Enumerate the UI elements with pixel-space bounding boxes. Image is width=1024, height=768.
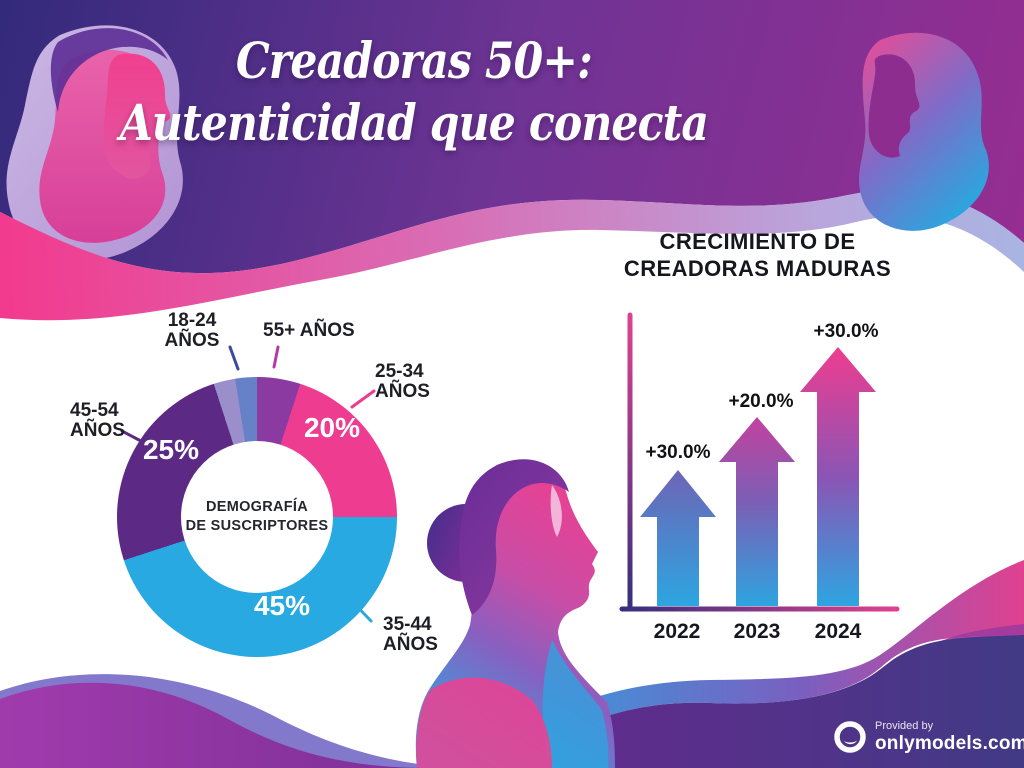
donut-center-title-line-2: DE SUSCRIPTORES (185, 518, 329, 534)
slice-pct-25-34: 20% (303, 412, 361, 443)
right-woman-illustration (859, 32, 989, 231)
page-title: Creadoras 50+: Autenticidad que conecta (61, 30, 767, 154)
bar-value-2023: +20.0% (728, 391, 794, 412)
onlymodels-logo-icon (834, 721, 866, 753)
provided-by-label: Provided by (875, 719, 934, 732)
slice-label-45-54: 45-54 AÑOS (70, 400, 125, 441)
branding: Provided by onlymodels.com (833, 719, 1024, 755)
bar-arrow-2024 (800, 347, 876, 606)
bar-value-2022: +30.0% (645, 442, 711, 463)
x-tick-2024: 2024 (814, 620, 862, 643)
title-line-2: Autenticidad que conecta (119, 93, 709, 152)
bar-value-2024: +30.0% (813, 321, 879, 342)
bottom-left-wave (0, 674, 462, 768)
title-line-1: Creadoras 50+: (235, 31, 593, 90)
left-woman-illustration (6, 25, 183, 261)
branding-text: Provided by onlymodels.com (875, 720, 1024, 755)
growth-chart-title: CRECIMIENTO DE CREADORAS MADURAS (600, 228, 915, 282)
slice-label-18-24: 18-24 AÑOS (164, 310, 220, 351)
bar-arrow-2023 (719, 417, 795, 606)
slice-label-35-44: 35-44 AÑOS (383, 614, 438, 655)
x-tick-2022: 2022 (653, 620, 701, 643)
growth-title-line-1: CRECIMIENTO DE (659, 229, 856, 254)
donut-center: DEMOGRAFÍA DE SUSCRIPTORES (181, 441, 333, 593)
slice-label-55plus: 55+ AÑOS (263, 320, 355, 341)
donut-center-title-line-1: DEMOGRAFÍA (205, 499, 309, 515)
center-woman-illustration (415, 459, 615, 768)
growth-arrow-chart (619, 312, 900, 612)
bar-arrow-2022 (640, 470, 716, 606)
slice-pct-35-44: 45% (253, 590, 311, 621)
slice-label-25-34: 25-34 AÑOS (375, 361, 430, 402)
header-wave-graphic (0, 0, 1024, 321)
slice-pct-45-54: 25% (142, 434, 200, 465)
header-pink-wave (0, 190, 1024, 321)
x-tick-2023: 2023 (733, 620, 781, 643)
header-background (0, 0, 1024, 274)
growth-title-line-2: CREADORAS MADURAS (623, 256, 892, 281)
brand-site-label: onlymodels.com (875, 732, 1024, 754)
demographics-donut-chart: DEMOGRAFÍA DE SUSCRIPTORES (117, 377, 397, 657)
